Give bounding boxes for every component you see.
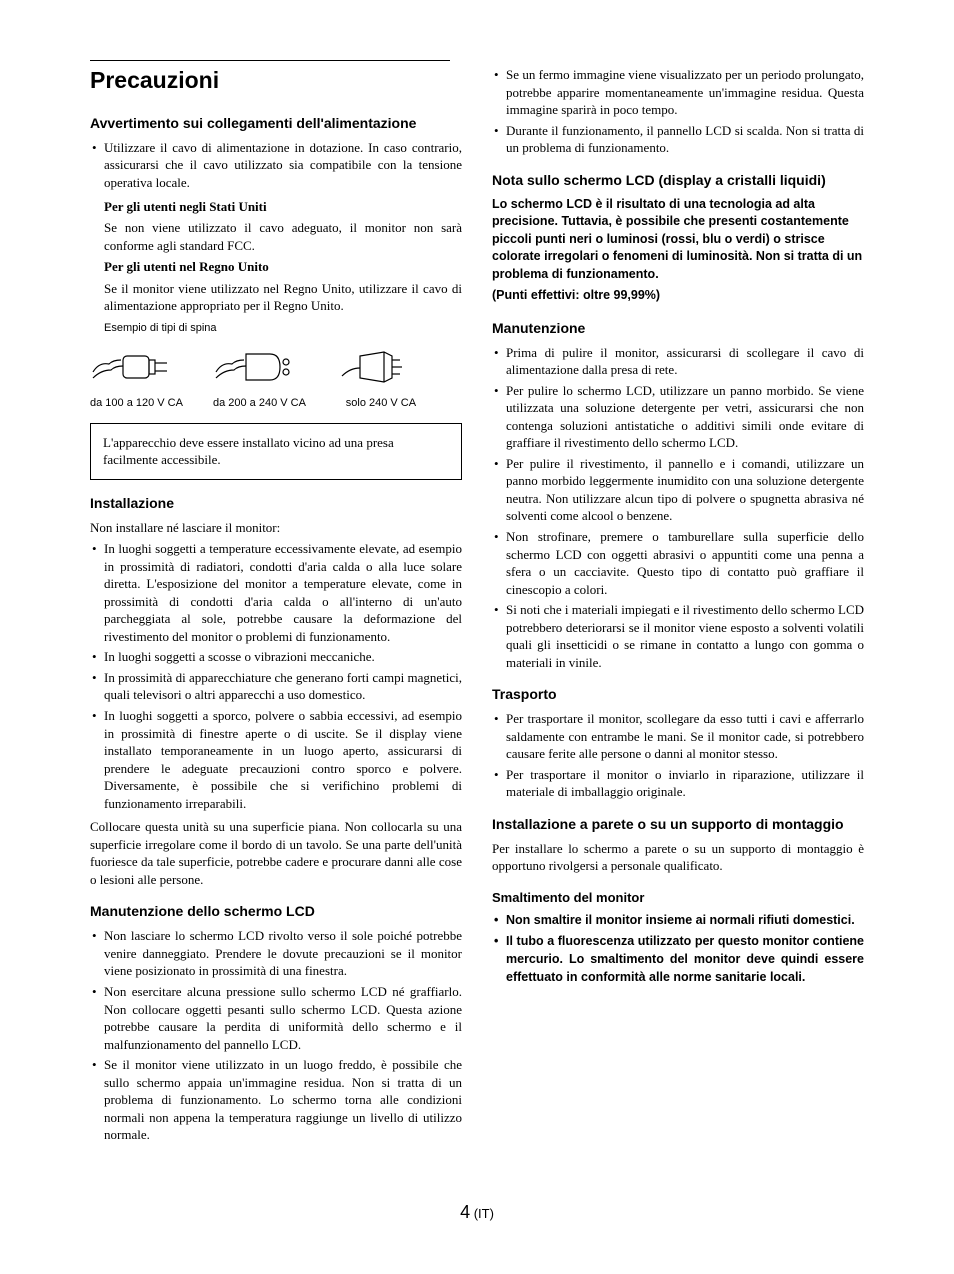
plug-label-1: da 100 a 120 V CA [90, 396, 183, 411]
heading-note-lcd: Nota sullo schermo LCD (display a crista… [492, 171, 864, 190]
install-afterword: Collocare questa unità su una superficie… [90, 818, 462, 888]
power-bullets: Utilizzare il cavo di alimentazione in d… [90, 139, 462, 192]
bullet: Utilizzare il cavo di alimentazione in d… [90, 139, 462, 192]
disposal-bullets: Non smaltire il monitor insieme ai norma… [492, 911, 864, 987]
page-title: Precauzioni [90, 65, 462, 96]
uk-users-text: Se il monitor viene utilizzato nel Regno… [90, 280, 462, 315]
plug-item-1: da 100 a 120 V CA [90, 342, 183, 411]
maintenance-bullets: Prima di pulire il monitor, assicurarsi … [492, 344, 864, 672]
uk-users-head: Per gli utenti nel Regno Unito [90, 258, 462, 276]
bullet: Non smaltire il monitor insieme ai norma… [492, 911, 864, 929]
lcd-maint-bullets: Non lasciare lo schermo LCD rivolto vers… [90, 927, 462, 1144]
page-number: 4 [460, 1202, 470, 1222]
us-users-head: Per gli utenti negli Stati Uniti [90, 198, 462, 216]
install-lead: Non installare né lasciare il monitor: [90, 519, 462, 537]
install-bullets: In luoghi soggetti a temperature eccessi… [90, 540, 462, 812]
plug-item-2: da 200 a 240 V CA [213, 342, 306, 411]
outlet-note-box: L'apparecchio deve essere installato vic… [90, 423, 462, 480]
heading-wall-mount: Installazione a parete o su un supporto … [492, 815, 864, 834]
heading-disposal: Smaltimento del monitor [492, 889, 864, 907]
plug-illustrations: da 100 a 120 V CA da 200 a 240 V CA [90, 342, 462, 411]
left-column: Precauzioni Avvertimento sui collegament… [90, 60, 462, 1150]
heading-lcd-maintenance: Manutenzione dello schermo LCD [90, 902, 462, 921]
title-rule [90, 60, 450, 61]
page-lang: (IT) [474, 1206, 494, 1221]
bullet: Non strofinare, premere o tamburellare s… [492, 528, 864, 598]
plug-uk-icon [336, 342, 426, 392]
bullet: In luoghi soggetti a scosse o vibrazioni… [90, 648, 462, 666]
bullet: In prossimità di apparecchiature che gen… [90, 669, 462, 704]
bullet: Non lasciare lo schermo LCD rivolto vers… [90, 927, 462, 980]
bullet: Durante il funzionamento, il pannello LC… [492, 122, 864, 157]
wall-text: Per installare lo schermo a parete o su … [492, 840, 864, 875]
note-lcd-pct: (Punti effettivi: oltre 99,99%) [492, 287, 864, 305]
bullet: Per trasportare il monitor o inviarlo in… [492, 766, 864, 801]
bullet: Per pulire il rivestimento, il pannello … [492, 455, 864, 525]
bullet: Il tubo a fluorescenza utilizzato per qu… [492, 932, 864, 986]
heading-maintenance: Manutenzione [492, 319, 864, 338]
plug-us-icon [91, 342, 181, 392]
top-continuation-bullets: Se un fermo immagine viene visualizzato … [492, 66, 864, 157]
bullet: Non esercitare alcuna pressione sullo sc… [90, 983, 462, 1053]
plug-eu-icon [214, 342, 304, 392]
right-column: Se un fermo immagine viene visualizzato … [492, 60, 864, 1150]
bullet: Per pulire lo schermo LCD, utilizzare un… [492, 382, 864, 452]
bullet: In luoghi soggetti a temperature eccessi… [90, 540, 462, 645]
bullet: In luoghi soggetti a sporco, polvere o s… [90, 707, 462, 812]
page-footer: 4 (IT) [90, 1200, 864, 1224]
bullet: Prima di pulire il monitor, assicurarsi … [492, 344, 864, 379]
bullet: Si noti che i materiali impiegati e il r… [492, 601, 864, 671]
two-column-layout: Precauzioni Avvertimento sui collegament… [90, 60, 864, 1150]
heading-power-warning: Avvertimento sui collegamenti dell'alime… [90, 114, 462, 133]
bullet: Se il monitor viene utilizzato in un luo… [90, 1056, 462, 1144]
heading-transport: Trasporto [492, 685, 864, 704]
bullet: Per trasportare il monitor, scollegare d… [492, 710, 864, 763]
plug-caption: Esempio di tipi di spina [90, 321, 462, 336]
outlet-note-text: L'apparecchio deve essere installato vic… [103, 435, 394, 468]
plug-label-3: solo 240 V CA [346, 396, 416, 411]
heading-installation: Installazione [90, 494, 462, 513]
plug-label-2: da 200 a 240 V CA [213, 396, 306, 411]
transport-bullets: Per trasportare il monitor, scollegare d… [492, 710, 864, 801]
plug-item-3: solo 240 V CA [336, 342, 426, 411]
note-lcd-body: Lo schermo LCD è il risultato di una tec… [492, 196, 864, 284]
us-users-text: Se non viene utilizzato il cavo adeguato… [90, 219, 462, 254]
bullet: Se un fermo immagine viene visualizzato … [492, 66, 864, 119]
